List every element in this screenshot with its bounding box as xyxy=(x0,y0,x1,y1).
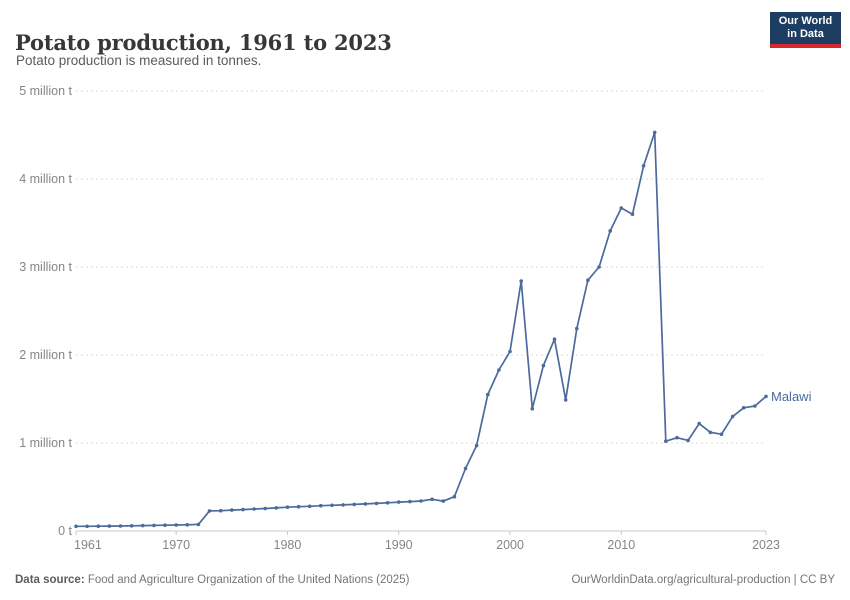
data-point-1983 xyxy=(319,503,323,508)
data-point-1975 xyxy=(230,508,234,512)
data-point-1971 xyxy=(185,523,190,527)
data-point-2013 xyxy=(652,130,657,135)
data-point-2015 xyxy=(675,435,679,440)
owid-logo-red-bar xyxy=(770,44,841,48)
data-point-2011 xyxy=(630,212,635,216)
x-axis-tick-label: 1961 xyxy=(74,538,102,552)
data-point-2022 xyxy=(753,404,757,408)
data-point-1991 xyxy=(408,499,412,504)
y-axis-tick-label: 3 million t xyxy=(19,260,72,274)
data-point-1968 xyxy=(152,523,156,528)
data-point-2019 xyxy=(719,432,724,437)
data-line-malawi xyxy=(75,131,767,528)
entity-label-malawi[interactable]: Malawi xyxy=(771,389,812,404)
x-axis-tick-label: 1980 xyxy=(274,538,302,552)
data-point-1961 xyxy=(74,524,78,529)
data-point-1995 xyxy=(452,494,457,499)
data-point-1978 xyxy=(263,506,268,511)
data-point-1972 xyxy=(196,522,201,527)
y-axis-tick-label: 5 million t xyxy=(19,84,72,98)
x-axis-tick-label: 1990 xyxy=(385,538,413,552)
data-point-2020 xyxy=(730,414,735,419)
data-point-2003 xyxy=(541,363,546,368)
data-point-1964 xyxy=(107,524,112,528)
chart-subtitle: Potato production is measured in tonnes. xyxy=(16,53,262,68)
data-point-2004 xyxy=(552,337,557,342)
data-point-1997 xyxy=(474,443,479,448)
y-axis-tick-label: 2 million t xyxy=(19,348,72,362)
y-axis-tick-label: 4 million t xyxy=(19,172,72,186)
data-point-1962 xyxy=(85,524,89,529)
data-point-2005 xyxy=(563,398,568,402)
data-point-1965 xyxy=(118,524,123,528)
data-point-2021 xyxy=(741,406,746,410)
chart-footer: Data source: Food and Agriculture Organi… xyxy=(15,574,835,586)
footer-url-license-link[interactable]: OurWorldinData.org/agricultural-producti… xyxy=(571,574,835,586)
data-point-1992 xyxy=(419,499,423,503)
x-axis-tick-label: 2010 xyxy=(607,538,635,552)
data-point-2016 xyxy=(686,438,690,443)
data-point-2000 xyxy=(508,349,512,354)
data-point-1973 xyxy=(207,509,212,513)
data-point-1967 xyxy=(141,523,145,528)
data-point-2008 xyxy=(597,265,601,269)
data-point-1988 xyxy=(374,501,379,506)
data-point-1966 xyxy=(129,524,134,528)
data-point-1987 xyxy=(363,502,368,506)
data-point-2023 xyxy=(764,394,768,399)
x-axis-tick-label: 1970 xyxy=(162,538,190,552)
data-point-1977 xyxy=(252,507,256,511)
owid-logo-text: Our World in Data xyxy=(770,12,841,44)
data-point-1979 xyxy=(274,506,279,510)
data-point-1984 xyxy=(330,503,334,508)
data-point-1994 xyxy=(441,499,446,503)
data-point-1970 xyxy=(174,523,178,527)
data-point-2009 xyxy=(608,229,612,233)
data-source-label: Data source: xyxy=(15,574,85,586)
data-point-1976 xyxy=(241,507,245,512)
data-point-2018 xyxy=(708,430,713,435)
data-point-1996 xyxy=(463,466,468,471)
data-point-1969 xyxy=(163,523,167,527)
data-point-1974 xyxy=(218,508,223,513)
data-point-2012 xyxy=(641,164,646,168)
y-axis-tick-label: 0 t xyxy=(58,524,72,538)
x-axis-tick-label: 2023 xyxy=(752,538,780,552)
data-point-1993 xyxy=(430,497,434,502)
page-title: Potato production, 1961 to 2023 xyxy=(15,30,392,56)
data-point-1985 xyxy=(341,503,345,507)
data-point-2006 xyxy=(575,326,579,331)
data-point-1989 xyxy=(385,501,390,505)
owid-logo-line1: Our World xyxy=(778,15,833,27)
owid-logo[interactable]: Our World in Data xyxy=(770,12,841,48)
y-axis-tick-label: 1 million t xyxy=(19,436,72,450)
data-point-1981 xyxy=(296,504,301,509)
data-point-2007 xyxy=(586,278,590,283)
data-point-2014 xyxy=(664,439,668,444)
data-point-2002 xyxy=(530,406,535,411)
data-point-1980 xyxy=(285,505,290,510)
data-point-1963 xyxy=(96,524,101,528)
data-source-text: Food and Agriculture Organization of the… xyxy=(84,574,410,586)
data-point-1982 xyxy=(307,504,312,509)
x-axis-tick-label: 2000 xyxy=(496,538,524,552)
data-point-1999 xyxy=(497,368,501,372)
data-point-2001 xyxy=(519,279,523,283)
data-point-2010 xyxy=(619,206,624,210)
data-point-2017 xyxy=(697,421,701,426)
data-point-1998 xyxy=(486,392,490,397)
data-point-1986 xyxy=(352,502,357,507)
data-point-1990 xyxy=(396,500,401,504)
owid-logo-line2: in Data xyxy=(787,28,824,40)
data-source-note: Data source: Food and Agriculture Organi… xyxy=(15,574,409,586)
